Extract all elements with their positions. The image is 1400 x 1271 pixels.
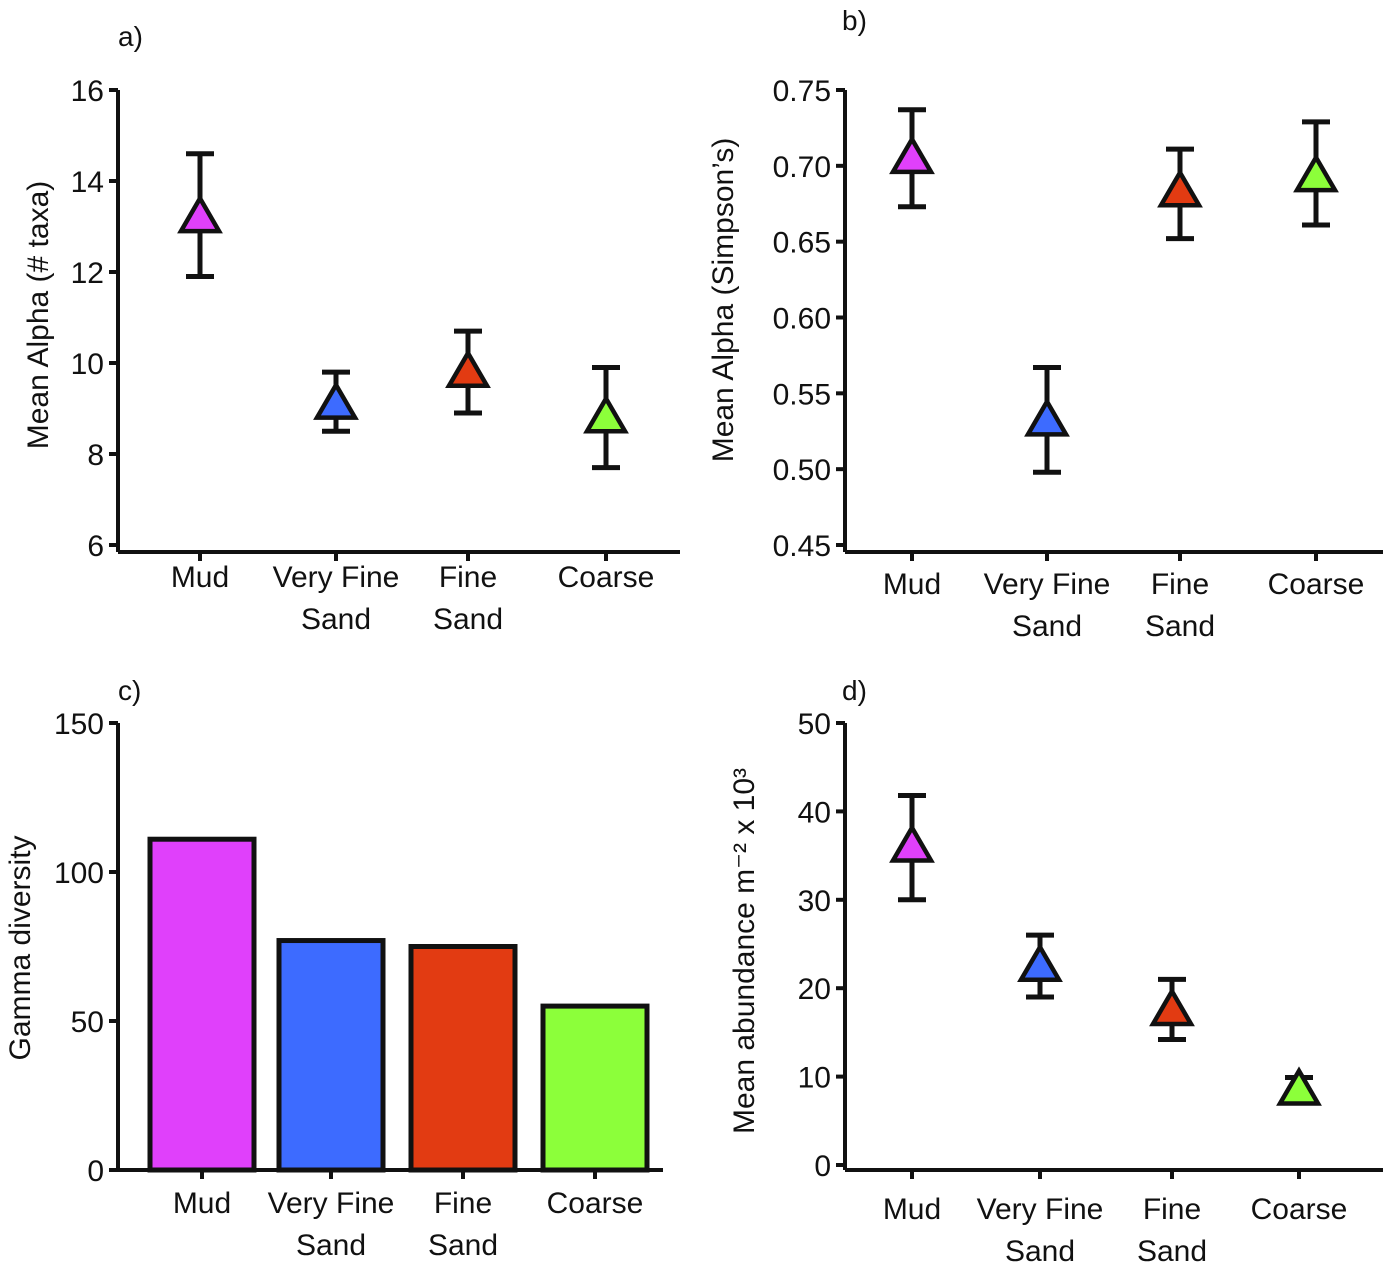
y-tick-label: 0.70 <box>773 151 831 184</box>
x-tick-label-fine-sand: Fine Sand <box>1145 568 1215 643</box>
panel-d: d) 0 10 20 30 40 50 Mean abundance m⁻² x 10³ Mud… <box>728 675 1383 1268</box>
panel-label: b) <box>842 5 867 36</box>
marker-fine-sand <box>445 348 491 389</box>
marker-coarse <box>1293 152 1339 193</box>
x-tick-label-mud: Mud <box>171 561 229 594</box>
x-tick-label-mud: Mud <box>883 568 941 601</box>
panel-b: b) 0.45 0.50 0.55 0.60 0.65 0.70 0.75 Mean Alpha… <box>707 5 1383 643</box>
bar-mud <box>147 836 257 1173</box>
bar-coarse <box>540 1003 650 1173</box>
panel-a: a) 6 8 10 12 14 16 Mean Alpha (# taxa) Mud Very F… <box>22 21 680 636</box>
x-tick-label-coarse: Coarse <box>558 561 655 594</box>
y-tick-label: 0 <box>814 1150 831 1183</box>
x-tick-label-mud: Mud <box>883 1193 941 1226</box>
y-tick-label: 6 <box>87 530 104 563</box>
y-tick-label: 14 <box>71 166 104 199</box>
x-tick-label-fine-sand: Fine Sand <box>433 561 503 636</box>
marker-mud <box>177 193 223 234</box>
y-tick-label: 0.60 <box>773 303 831 336</box>
y-axis-title: Mean Alpha (Simpson’s) <box>707 138 740 463</box>
bar-fine-sand <box>408 944 518 1173</box>
y-tick-label: 20 <box>798 973 831 1006</box>
marker-mud <box>889 823 935 863</box>
x-tick-label-coarse: Coarse <box>1251 1193 1348 1226</box>
x-tick-label-very-fine-sand: Very Fine Sand <box>273 561 400 636</box>
x-tick-label-fine-sand: Fine Sand <box>428 1187 498 1262</box>
marker-very-fine-sand <box>313 380 359 420</box>
y-tick-label: 0.45 <box>773 530 831 563</box>
bar-very-fine-sand <box>276 938 386 1173</box>
y-tick-label: 50 <box>798 708 831 741</box>
y-tick-label: 0.65 <box>773 227 831 260</box>
y-tick-label: 50 <box>71 1006 104 1039</box>
y-tick-label: 0.75 <box>773 75 831 108</box>
y-tick-label: 100 <box>54 857 104 890</box>
y-tick-label: 8 <box>87 439 104 472</box>
marker-fine-sand <box>1157 168 1203 208</box>
y-tick-label: 0.55 <box>773 378 831 411</box>
marker-mud <box>889 134 935 175</box>
panel-c: c) 0 50 100 150 Gamma diversity Mud Very Fine Sa… <box>4 675 663 1262</box>
marker-coarse <box>583 394 629 434</box>
y-tick-label: 12 <box>71 257 104 290</box>
x-tick-label-coarse: Coarse <box>1268 568 1365 601</box>
x-tick-label-coarse: Coarse <box>547 1187 644 1220</box>
panel-label: d) <box>842 675 867 706</box>
y-axis-title: Mean Alpha (# taxa) <box>22 181 55 450</box>
marker-very-fine-sand <box>1017 942 1063 983</box>
y-tick-label: 16 <box>71 75 104 108</box>
y-tick-label: 150 <box>54 708 104 741</box>
y-axis-title: Gamma diversity <box>4 835 37 1060</box>
marker-very-fine-sand <box>1024 397 1070 437</box>
panel-label: a) <box>118 21 143 52</box>
y-tick-label: 10 <box>71 348 104 381</box>
marker-coarse <box>1276 1066 1322 1106</box>
y-tick-label: 10 <box>798 1062 831 1095</box>
y-tick-label: 0 <box>87 1155 104 1188</box>
x-tick-label-very-fine-sand: Very Fine Sand <box>977 1193 1104 1268</box>
x-tick-label-very-fine-sand: Very Fine Sand <box>984 568 1111 643</box>
y-tick-label: 0.50 <box>773 454 831 487</box>
x-tick-label-very-fine-sand: Very Fine Sand <box>268 1187 395 1262</box>
marker-fine-sand <box>1149 986 1195 1027</box>
x-tick-label-mud: Mud <box>173 1187 231 1220</box>
panel-label: c) <box>118 675 141 706</box>
y-tick-label: 40 <box>798 796 831 829</box>
x-tick-label-fine-sand: Fine Sand <box>1137 1193 1207 1268</box>
y-tick-label: 30 <box>798 885 831 918</box>
y-axis-title: Mean abundance m⁻² x 10³ <box>728 768 761 1134</box>
